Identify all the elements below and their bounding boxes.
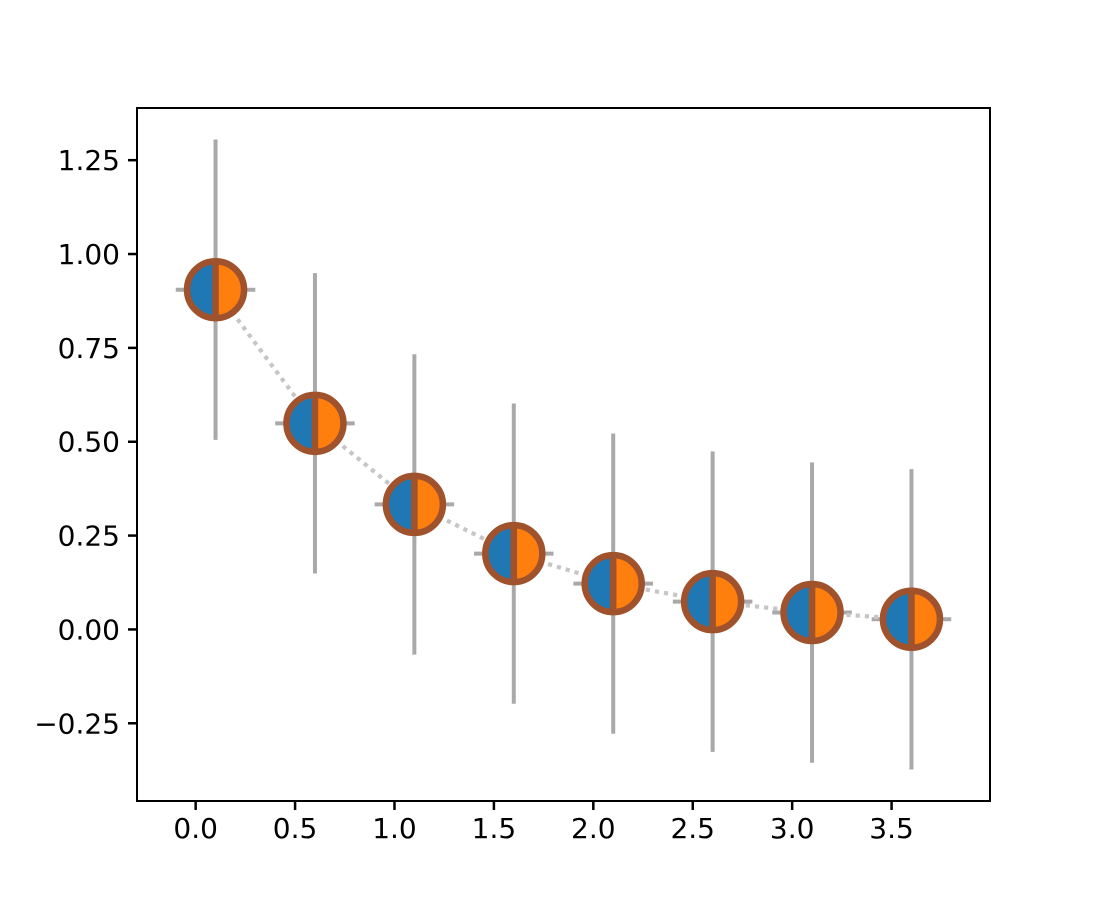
data-point-marker [879,587,944,652]
x-tick-label: 0.0 [173,812,218,845]
plot-frame [136,107,991,802]
y-tick-label: 0.75 [58,332,120,365]
y-tick-label: −0.25 [34,707,120,740]
data-point-marker [581,551,645,616]
y-tick-label: 0.25 [58,520,120,553]
y-tick-label: 0.00 [58,613,120,646]
data-point-marker [283,391,347,456]
markers-group [183,257,944,652]
x-tick-label: 1.5 [472,812,517,845]
x-tick-label: 2.5 [670,812,715,845]
x-tick-label: 2.0 [571,812,616,845]
data-point-marker [183,257,248,322]
x-axis: 0.0 0.5 1.0 1.5 2.0 2.5 3.0 3.5 [173,801,914,845]
x-tick-label: 3.0 [770,812,815,845]
data-point-marker [482,521,546,586]
data-point-marker [680,569,745,634]
x-tick-label: 3.5 [869,812,914,845]
x-tick-label: 0.5 [273,812,318,845]
y-tick-label: 1.25 [58,144,120,177]
y-tick-label: 0.50 [58,426,120,459]
y-axis: −0.25 0.00 0.25 0.50 0.75 1.00 1.25 [34,144,137,740]
error-bars-group [175,139,952,770]
data-point-marker [382,472,447,537]
data-point-marker [780,580,844,645]
y-tick-label: 1.00 [58,238,120,271]
x-tick-label: 1.0 [372,812,417,845]
